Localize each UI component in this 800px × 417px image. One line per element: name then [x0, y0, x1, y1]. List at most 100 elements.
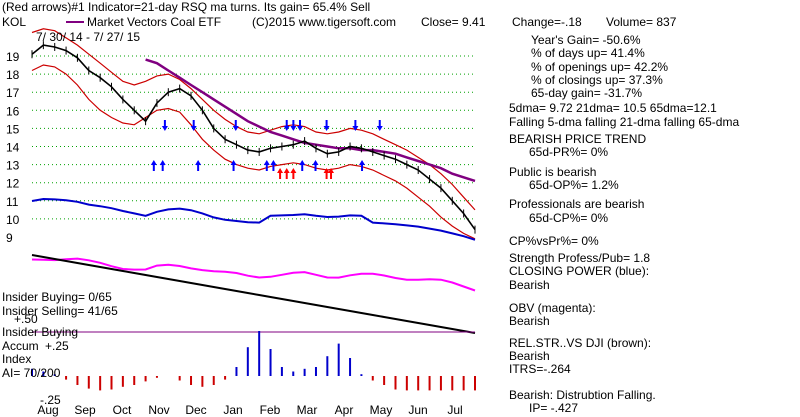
- copyright: (C)2015 www.tigersoft.com: [252, 15, 396, 29]
- trend-value: 65d-PR%= 0%: [529, 145, 609, 160]
- month-label: Dec: [185, 403, 206, 417]
- up-arrow: [159, 160, 166, 171]
- y-tick-label: 13: [6, 159, 20, 173]
- up-arrow: [359, 160, 366, 171]
- month-label: Jul: [447, 403, 462, 417]
- y-tick-label: 11: [6, 195, 19, 209]
- y-tick-label: 16: [6, 104, 20, 118]
- header-line1: (Red arrows)#1 Indicator=21-day RSQ ma t…: [2, 0, 370, 14]
- y-tick-label: 19: [6, 50, 20, 64]
- up-arrow: [299, 160, 306, 171]
- price-bands: [31, 28, 476, 240]
- accum-plus50: +.50: [14, 312, 38, 326]
- band-line: [31, 28, 476, 211]
- insider-buying: Insider Buying= 0/65: [2, 290, 112, 304]
- up-arrow: [195, 160, 202, 171]
- close-value: Close= 9.41: [421, 15, 486, 29]
- down-arrow: [190, 120, 197, 131]
- down-arrow: [161, 120, 168, 131]
- month-label: Aug: [37, 403, 58, 417]
- relstr-title: REL.STR..VS DJI (brown):: [509, 335, 652, 350]
- ip-value: IP= -.427: [529, 400, 579, 415]
- falling-status: Falling 5-dma falling 21-dma falling 65-…: [509, 114, 740, 129]
- price-y-axis: 9 10 11 12 13 14 15 16 17 18 19: [6, 50, 20, 245]
- month-label: Feb: [260, 403, 281, 417]
- down-arrow: [297, 120, 304, 131]
- up-arrow: [270, 160, 277, 171]
- y-tick-label: 10: [6, 213, 20, 227]
- month-label: Oct: [113, 403, 132, 417]
- indicator-lines: [31, 197, 476, 334]
- price-path: [31, 44, 476, 231]
- accumulation-index-panel: [31, 331, 476, 391]
- closings-up: % of closings up= 37.3%: [531, 72, 663, 87]
- symbol-label: KOL: [2, 15, 26, 29]
- up-arrow: [263, 160, 270, 171]
- obv-value: Bearish: [509, 314, 550, 329]
- up-arrow: [312, 160, 319, 171]
- ip-title: Bearish: Distrubtion Falling.: [509, 387, 656, 402]
- band-line: [31, 64, 476, 240]
- down-arrow: [376, 120, 383, 131]
- ai-value: AI= 70/200: [2, 366, 61, 380]
- month-label: Jun: [408, 403, 427, 417]
- price-line: [31, 41, 476, 234]
- up-arrow: [150, 160, 157, 171]
- accum-label: Accum: [2, 339, 39, 353]
- itrs-value: ITRS=-.264: [509, 362, 571, 377]
- accum-minus25: -.25: [40, 393, 61, 407]
- month-label: May: [370, 403, 393, 417]
- y-tick-label: 12: [6, 177, 20, 191]
- up-arrow: [290, 168, 297, 179]
- cp-vs-pr: CP%vsPr%= 0%: [509, 233, 599, 248]
- closing-power-title: CLOSING POWER (blue):: [509, 264, 650, 279]
- y-tick-label: 17: [6, 86, 20, 100]
- y-tick-label: 15: [6, 122, 20, 136]
- openings-up: % of openings up= 42.2%: [531, 59, 669, 74]
- trend-title: BEARISH PRICE TREND: [509, 132, 647, 147]
- closing-power-value: Bearish: [509, 277, 550, 292]
- change-value: Change=-.18: [512, 15, 582, 29]
- month-label: Sep: [74, 403, 96, 417]
- down-arrow: [290, 120, 297, 131]
- up-arrow: [323, 168, 330, 179]
- down-arrow: [323, 120, 330, 131]
- month-label: Apr: [335, 403, 354, 417]
- y-tick-label: 18: [6, 68, 20, 82]
- stats-panel: Year's Gain= -50.6% % of days up= 41.4% …: [509, 33, 799, 415]
- up-arrow: [277, 168, 284, 179]
- relstr-line: [31, 254, 476, 334]
- up-arrow: [283, 168, 290, 179]
- y-tick-label: 9: [6, 231, 13, 245]
- down-arrow: [352, 120, 359, 131]
- month-label: Mar: [297, 403, 318, 417]
- day65-gain: 65-day gain= -31.7%: [531, 86, 643, 101]
- closing-power-line: [31, 197, 476, 241]
- month-axis: Aug Sep Oct Nov Dec Jan Feb Mar Apr May Jun Jul: [37, 403, 462, 417]
- insider-panel-title: Insider Buying: [2, 325, 78, 339]
- days-up: % of days up= 41.4%: [531, 46, 645, 61]
- down-arrow: [232, 120, 239, 131]
- accum-plus25: +.25: [45, 339, 69, 353]
- up-arrow: [230, 160, 237, 171]
- insider-selling: Insider Selling= 41/65: [2, 304, 118, 318]
- date-range: 7/ 30/ 14 - 7/ 27/ 15: [36, 30, 140, 44]
- up-arrow: [328, 168, 335, 179]
- dma-values: 5dma= 9.72 21dma= 10.5 65dma=12.1: [509, 101, 717, 116]
- month-label: Nov: [148, 403, 169, 417]
- obv-line: [31, 257, 476, 292]
- public-title: Public is bearish: [509, 164, 597, 179]
- down-arrow: [283, 120, 290, 131]
- signal-arrows: [150, 120, 383, 179]
- relstr-value: Bearish: [509, 348, 550, 363]
- strength: Strength Profess/Pub= 1.8: [509, 251, 651, 266]
- etf-name: Market Vectors Coal ETF: [87, 15, 221, 29]
- obv-title: OBV (magenta):: [509, 301, 596, 316]
- y-tick-label: 14: [6, 141, 20, 155]
- index-label: Index: [2, 352, 31, 366]
- public-value: 65d-OP%= 1.2%: [529, 177, 619, 192]
- month-label: Jan: [223, 403, 242, 417]
- pros-value: 65d-CP%= 0%: [529, 210, 609, 225]
- pros-title: Professionals are bearish: [509, 197, 645, 212]
